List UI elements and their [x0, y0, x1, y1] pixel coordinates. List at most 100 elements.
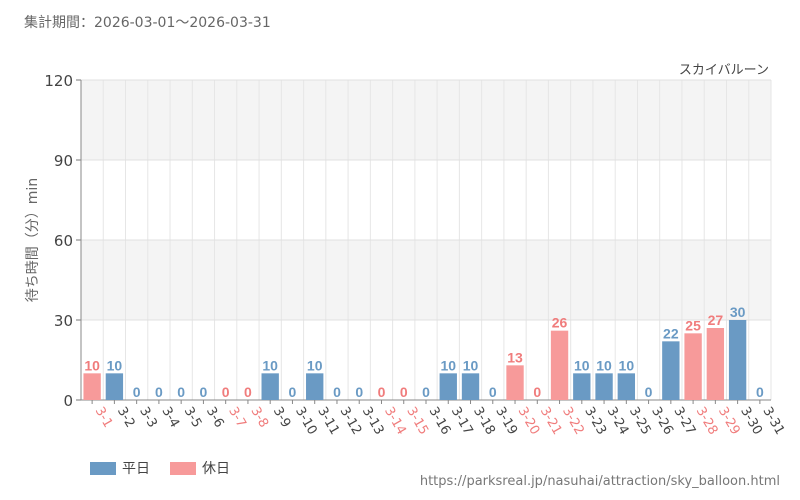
period-label: 集計期間： [24, 15, 94, 31]
bar-value-label: 10 [440, 357, 456, 373]
bar-3-1 [83, 373, 101, 400]
x-tick-label: 3-21 [537, 405, 565, 438]
bar-value-label: 0 [133, 384, 141, 400]
x-tick-label: 3-22 [559, 405, 587, 438]
x-tick-label: 3-9 [270, 405, 294, 431]
chart-title: スカイバルーン [679, 63, 769, 78]
x-tick-label: 3-24 [604, 405, 632, 438]
bar-3-28 [684, 333, 702, 400]
bar-3-9 [261, 373, 279, 400]
x-tick-label: 3-27 [670, 405, 698, 438]
y-tick-label: 90 [54, 152, 73, 170]
bar-value-label: 10 [574, 357, 590, 373]
y-axis-label: 待ち時間（分）min [25, 177, 41, 303]
x-tick-label: 3-16 [426, 405, 454, 438]
y-tick-label: 0 [63, 392, 73, 410]
y-tick-label: 60 [54, 232, 73, 250]
x-tick-label: 3-3 [136, 405, 160, 431]
bar-3-23 [573, 373, 591, 400]
bar-value-label: 10 [307, 357, 323, 373]
bar-value-label: 10 [619, 357, 635, 373]
bar-3-25 [617, 373, 636, 400]
bar-value-label: 30 [730, 304, 746, 320]
bar-value-label: 25 [685, 317, 701, 333]
bar-value-label: 10 [107, 357, 123, 373]
legend-item-holiday[interactable]: 休日 [170, 458, 230, 478]
bar-value-label: 0 [222, 384, 230, 400]
bar-3-17 [439, 373, 457, 400]
x-tick-label: 3-11 [314, 405, 342, 438]
bar-value-label: 26 [552, 315, 568, 331]
period-text: 集計期間：2026-03-01～2026-03-31 [24, 12, 271, 32]
x-tick-label: 3-4 [158, 405, 182, 431]
bar-value-label: 0 [422, 384, 430, 400]
grid-band [81, 320, 771, 400]
x-tick-label: 3-15 [403, 405, 431, 438]
bar-value-label: 0 [645, 384, 653, 400]
bar-value-label: 10 [463, 357, 479, 373]
wait-time-chart: 0306090120スカイバルーン103-1103-203-303-403-50… [44, 63, 787, 438]
x-tick-label: 3-13 [359, 405, 387, 438]
x-tick-label: 3-7 [225, 405, 249, 431]
x-tick-label: 3-2 [114, 405, 138, 431]
x-tick-label: 3-10 [292, 405, 320, 438]
bar-3-30 [728, 320, 747, 400]
x-tick-label: 3-28 [693, 405, 721, 438]
bar-value-label: 0 [177, 384, 185, 400]
x-tick-label: 3-6 [203, 405, 227, 431]
x-tick-label: 3-1 [92, 405, 116, 431]
bar-3-2 [105, 373, 124, 400]
source-url: https://parksreal.jp/nasuhai/attraction/… [419, 474, 780, 489]
y-tick-label: 120 [44, 72, 73, 90]
x-tick-label: 3-31 [759, 405, 787, 438]
x-tick-label: 3-18 [470, 405, 498, 438]
bar-value-label: 27 [708, 312, 724, 328]
bar-value-label: 0 [355, 384, 363, 400]
grid-band [81, 80, 771, 160]
x-tick-label: 3-25 [626, 405, 654, 438]
x-tick-label: 3-14 [381, 405, 409, 438]
bar-3-22 [550, 330, 569, 400]
bar-value-label: 10 [596, 357, 612, 373]
y-tick-label: 30 [54, 312, 73, 330]
x-tick-label: 3-8 [247, 405, 271, 431]
x-tick-label: 3-12 [337, 405, 365, 438]
x-tick-label: 3-5 [181, 405, 205, 431]
x-tick-label: 3-19 [492, 405, 520, 438]
bar-value-label: 10 [84, 357, 100, 373]
period-range: 2026-03-01～2026-03-31 [94, 15, 271, 31]
bar-value-label: 0 [756, 384, 764, 400]
bar-3-20 [506, 365, 524, 400]
grid-band [81, 160, 771, 240]
bar-value-label: 0 [244, 384, 252, 400]
bar-value-label: 0 [489, 384, 497, 400]
bar-3-18 [461, 373, 480, 400]
bar-value-label: 0 [333, 384, 341, 400]
bar-value-label: 0 [289, 384, 297, 400]
bar-value-label: 0 [155, 384, 163, 400]
bar-value-label: 10 [262, 357, 278, 373]
bar-3-11 [306, 373, 324, 400]
x-tick-label: 3-20 [515, 405, 543, 438]
x-tick-label: 3-17 [448, 405, 476, 438]
bar-value-label: 0 [200, 384, 208, 400]
legend-item-weekday[interactable]: 平日 [90, 458, 150, 478]
x-tick-label: 3-29 [715, 405, 743, 438]
legend: 平日 休日 [90, 458, 230, 478]
legend-label-weekday: 平日 [122, 461, 150, 477]
legend-label-holiday: 休日 [202, 461, 230, 477]
x-tick-label: 3-30 [737, 405, 765, 438]
legend-swatch-weekday [90, 461, 116, 475]
bar-value-label: 13 [507, 349, 523, 365]
bar-3-27 [662, 341, 680, 400]
grid-band [81, 240, 771, 320]
x-tick-label: 3-23 [581, 405, 609, 438]
bar-3-24 [595, 373, 613, 400]
bar-value-label: 0 [400, 384, 408, 400]
bar-3-29 [706, 328, 725, 400]
legend-swatch-holiday [170, 461, 196, 475]
x-tick-label: 3-26 [648, 405, 676, 438]
bar-value-label: 0 [533, 384, 541, 400]
bar-value-label: 22 [663, 325, 679, 341]
bar-value-label: 0 [378, 384, 386, 400]
